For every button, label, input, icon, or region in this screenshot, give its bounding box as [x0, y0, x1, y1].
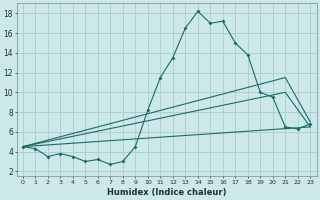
- X-axis label: Humidex (Indice chaleur): Humidex (Indice chaleur): [107, 188, 226, 197]
